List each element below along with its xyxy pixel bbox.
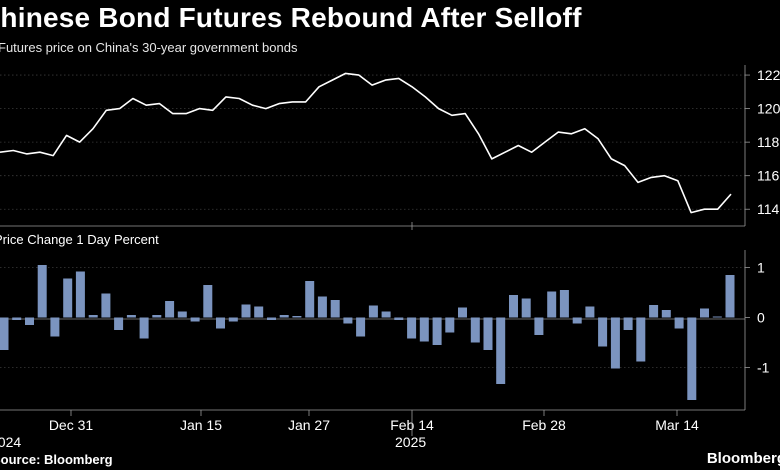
change-bar <box>88 315 98 318</box>
x-year-label: 2025 <box>395 434 426 450</box>
x-tick-label: Mar 14 <box>655 417 699 433</box>
change-tick-label: -1 <box>757 360 770 376</box>
price-tick-label: 118 <box>757 134 780 150</box>
price-series-line <box>0 72 732 214</box>
change-bar <box>445 317 455 333</box>
price-tick-label: 116 <box>757 168 780 184</box>
chart-subtitle: Futures price on China's 30-year governm… <box>0 40 298 55</box>
change-bar <box>623 317 633 330</box>
change-bar <box>432 317 442 345</box>
change-bar <box>356 317 366 337</box>
change-bar <box>12 317 22 320</box>
price-y-ticks: 114 116 118 120 122 <box>745 67 780 217</box>
change-bar <box>534 317 544 335</box>
change-bar <box>419 317 429 342</box>
change-bar <box>279 315 289 318</box>
change-bar <box>407 317 417 339</box>
change-bar <box>241 304 251 318</box>
change-y-ticks: 1 0 -1 <box>745 260 770 376</box>
x-year-label: 2024 <box>0 434 21 450</box>
change-bar <box>228 317 238 322</box>
x-tick-label: Jan 15 <box>180 417 222 433</box>
change-bar <box>317 296 327 318</box>
change-bar <box>165 301 175 318</box>
price-gridlines <box>0 74 745 210</box>
change-bar <box>190 317 200 322</box>
change-bar <box>496 317 506 384</box>
change-bar <box>25 317 34 325</box>
change-bar <box>267 317 276 320</box>
change-bar <box>203 285 213 318</box>
change-bar <box>521 298 531 318</box>
change-bar <box>394 317 404 320</box>
change-bar <box>37 265 47 318</box>
change-bar <box>330 300 340 318</box>
change-bar <box>254 306 264 318</box>
change-bar <box>75 271 85 318</box>
source-note: Source: Bloomberg <box>0 452 113 467</box>
change-bar <box>470 317 480 343</box>
change-bar <box>559 290 569 318</box>
change-bar <box>63 278 73 318</box>
x-tick-label: Jan 27 <box>288 417 330 433</box>
change-bar <box>305 281 315 318</box>
change-bar <box>712 316 722 318</box>
change-bar <box>0 317 9 350</box>
change-bar <box>598 317 608 347</box>
change-tick-label: 0 <box>757 310 765 326</box>
change-bar <box>152 315 162 318</box>
change-bar <box>343 317 353 324</box>
change-bar <box>101 293 111 318</box>
change-bar <box>700 308 709 318</box>
chart-title: Chinese Bond Futures Rebound After Sello… <box>0 2 582 33</box>
change-tick-label: 1 <box>757 260 765 276</box>
change-bar <box>114 317 124 330</box>
change-bar <box>725 275 735 318</box>
change-bar <box>458 307 467 318</box>
x-tick-label: Feb 28 <box>522 417 566 433</box>
brand-logo: Bloomberg <box>706 450 780 467</box>
x-tick-label: Dec 31 <box>49 417 94 433</box>
change-bar <box>687 317 697 400</box>
change-bar <box>177 311 187 318</box>
change-bar <box>368 305 378 318</box>
change-bar <box>636 317 646 362</box>
change-bar <box>547 291 557 318</box>
change-bar <box>610 317 620 369</box>
change-bar <box>126 315 136 318</box>
price-tick-label: 120 <box>757 101 780 117</box>
bar-panel-title: Price Change 1 Day Percent <box>0 232 159 247</box>
change-bar <box>572 317 582 324</box>
price-tick-label: 114 <box>757 201 780 217</box>
change-bar <box>649 305 659 318</box>
price-tick-label: 122 <box>757 67 780 83</box>
change-bar <box>292 316 302 318</box>
change-bar <box>661 310 671 318</box>
change-bar <box>483 317 493 350</box>
change-bars <box>0 265 735 400</box>
change-bar <box>585 306 595 318</box>
change-bar <box>50 317 60 337</box>
change-bar <box>674 317 684 329</box>
change-gridlines <box>0 267 745 368</box>
change-bar <box>381 311 391 318</box>
change-bar <box>216 317 225 329</box>
change-bar <box>509 295 518 318</box>
change-bar <box>139 317 149 339</box>
